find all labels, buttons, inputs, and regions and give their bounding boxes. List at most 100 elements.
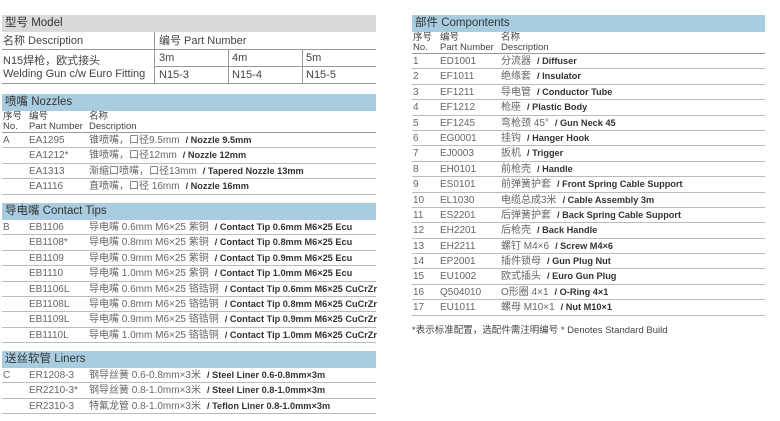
- nozzles-table: 喷嘴 Nozzles 序号 No. 编号 Part Number 名称 Descrip…: [2, 94, 376, 195]
- description-en: / Screw M4×6: [555, 240, 614, 251]
- row-number: 10: [413, 194, 425, 206]
- row-number: 1: [413, 56, 419, 67]
- description: 特氟龙管 0.8-1.0mm×3米 / Teflon Liner 0.8-1.0m…: [89, 399, 330, 414]
- description: 螺母 M10×1 / Nut M10×1: [501, 300, 612, 315]
- description: 挂钩 / Hanger Hook: [501, 131, 589, 146]
- table-row: ER2210-3* 钢导丝簧 0.8-1.0mm×3米 / Steel Liner …: [2, 383, 376, 399]
- description-cn: 特氟龙管 0.8-1.0mm×3米: [89, 400, 201, 412]
- components-table: 部件 Compontents 序号 No. 编号 Part Number 名称 Des…: [412, 15, 765, 316]
- description: 电缆总成3米 / Cable Assembly 3m: [501, 193, 654, 208]
- row-number: 2: [413, 71, 419, 83]
- row-number: C: [3, 370, 11, 381]
- description-en: / Gun Neck 45: [554, 117, 616, 128]
- part-number: EF1212: [440, 102, 476, 114]
- table-row: A EA1295 锥喷嘴，口径9.5mm / Nozzle 9.5mm: [2, 133, 376, 149]
- table-row: 1 ED1001 分流器 / Diffuser: [412, 54, 765, 70]
- part-number: EB1110L: [29, 329, 69, 341]
- description: 绝缘套 / Insulator: [501, 69, 581, 84]
- contact-tips-table: 导电嘴 Contact Tips B EB1106 导电嘴 0.6mm M6×25 …: [2, 203, 377, 344]
- description-en: / Nozzle 12mm: [182, 150, 247, 161]
- description: 导电嘴 0.9mm M6×25 铬锆铜 / Contact Tip 0.9mm M…: [89, 312, 377, 327]
- part-n15-5: N15-5: [306, 69, 336, 81]
- description-cn: 直喷嘴，口径 16mm: [89, 181, 180, 193]
- row-number: 13: [413, 240, 425, 252]
- description-en: / Cable Assembly 3m: [562, 194, 655, 205]
- part-number: EA1313: [29, 165, 65, 177]
- table-row: 13 EH2211 螺钉 M4×6 / Screw M4×6: [412, 239, 765, 255]
- description: 锥喷嘴，口径12mm / Nozzle 12mm: [89, 148, 246, 163]
- description-cn: 前弹簧护套: [501, 179, 551, 191]
- row-number: 7: [413, 148, 419, 160]
- part-number: EB1106L: [29, 283, 70, 295]
- part-number: EH2211: [440, 240, 476, 252]
- description: 导电嘴 0.6mm M6×25 紫铜 / Contact Tip 0.6mm M6…: [89, 220, 352, 235]
- description: 导电嘴 0.8mm M6×25 紫铜 / Contact Tip 0.8mm M6…: [89, 235, 352, 250]
- description-cn: 前枪壳: [501, 163, 531, 175]
- description-cn: 扳机: [501, 148, 521, 160]
- row-number: 5: [413, 117, 419, 129]
- length-4m: 4m: [232, 52, 248, 64]
- part-number: ED1001: [440, 56, 477, 67]
- part-n15-3: N15-3: [159, 69, 189, 81]
- liners-table: 送丝软管 Liners C ER1208-3 钢导丝簧 0.6-0.8mm×3米 / …: [2, 351, 376, 415]
- description-en: / Trigger: [527, 148, 564, 159]
- part-number: ER1208-3: [29, 370, 75, 381]
- table-row: 16 Q504010 O形圈 4×1 / O-Ring 4×1: [412, 285, 765, 301]
- description-en: / Back Handle: [537, 225, 598, 236]
- row-number: 11: [413, 209, 424, 221]
- description-en: / Teflon Liner 0.8-1.0mm×3m: [206, 400, 331, 411]
- description-cn: 导电嘴 1.0mm M6×25 紫铜: [89, 268, 209, 280]
- description-cn: 插件锁母: [501, 256, 541, 268]
- liners-header: 送丝软管 Liners: [2, 351, 376, 368]
- description-en: / Nozzle 9.5mm: [185, 135, 252, 145]
- row-number: 9: [413, 179, 419, 191]
- part-number: Q504010: [440, 286, 482, 298]
- description-en: / Steel Liner 0.6-0.8mm×3m: [206, 370, 326, 380]
- description-cn: 导电嘴 0.9mm M6×25 紫铜: [89, 252, 209, 264]
- description-en: / O-Ring 4×1: [554, 286, 609, 297]
- description-en: / Nut M10×1: [560, 302, 612, 313]
- table-row: C ER1208-3 钢导丝簧 0.6-0.8mm×3米 / Steel Liner …: [2, 368, 376, 384]
- description-en: / Contact Tip 0.8mm M6×25 CuCrZr: [224, 298, 377, 309]
- description-en: / Tapered Nozzle 13mm: [202, 165, 304, 176]
- table-row: 5 EF1245 弯枪颈 45° / Gun Neck 45: [412, 116, 765, 131]
- description-cn: 分流器: [501, 56, 531, 67]
- table-row: ER2310-3 特氟龙管 0.8-1.0mm×3米 / Teflon Liner …: [2, 399, 376, 415]
- description: 前枪壳 / Handle: [501, 162, 573, 177]
- description: 导电嘴 1.0mm M6×25 铬锆铜 / Contact Tip 1.0mm M…: [89, 328, 377, 343]
- part-number: EP2001: [440, 256, 476, 268]
- part-number: EB1108L: [29, 298, 70, 310]
- table-row: EB1109L 导电嘴 0.9mm M6×25 铬锆铜 / Contact Tip …: [2, 312, 377, 328]
- part-number: EA1212*: [29, 150, 69, 162]
- contact-tips-header: 导电嘴 Contact Tips: [2, 203, 376, 220]
- description-en: / Steel Liner 0.8-1.0mm×3m: [206, 385, 326, 396]
- row-number: 17: [413, 302, 425, 314]
- description-cn: 导电嘴 1.0mm M6×25 铬锆铜: [89, 329, 219, 341]
- description-en: / Insulator: [537, 71, 581, 82]
- row-number: A: [3, 135, 10, 146]
- table-row: 8 EH0101 前枪壳 / Handle: [412, 162, 765, 178]
- description-cn: 导电嘴 0.8mm M6×25 紫铜: [89, 237, 209, 249]
- table-row: 2 EF1011 绝缘套 / Insulator: [412, 69, 765, 85]
- part-number: EB1106: [29, 222, 64, 233]
- description-en: / Hanger Hook: [527, 132, 590, 143]
- part-number: ER2210-3*: [29, 385, 78, 397]
- row-number: B: [3, 222, 10, 233]
- description: 导电管 / Conductor Tube: [501, 85, 612, 100]
- description: 导电嘴 0.6mm M6×25 铬锆铜 / Contact Tip 0.6mm M…: [89, 282, 377, 297]
- description: 插件锁母 / Gun Plug Nut: [501, 254, 611, 269]
- part-number: EH0101: [440, 163, 477, 175]
- description-cn: 导电嘴 0.8mm M6×25 铬锆铜: [89, 298, 219, 310]
- table-row: 6 EG0001 挂钩 / Hanger Hook: [412, 131, 765, 147]
- part-number: EB1109L: [29, 314, 70, 326]
- description-cn: 钢导丝簧 0.6-0.8mm×3米: [89, 370, 201, 381]
- table-row: 3 EF1211 导电管 / Conductor Tube: [412, 85, 765, 101]
- part-number: ER2310-3: [29, 400, 75, 412]
- part-number: EA1295: [29, 135, 65, 146]
- description: 分流器 / Diffuser: [501, 54, 577, 69]
- description-cn: 电缆总成3米: [501, 194, 557, 206]
- part-number: ES0101: [440, 179, 476, 191]
- table-row: 14 EP2001 插件锁母 / Gun Plug Nut: [412, 254, 765, 270]
- part-number: EA1116: [29, 181, 64, 193]
- description-cn: 后枪壳: [501, 225, 531, 237]
